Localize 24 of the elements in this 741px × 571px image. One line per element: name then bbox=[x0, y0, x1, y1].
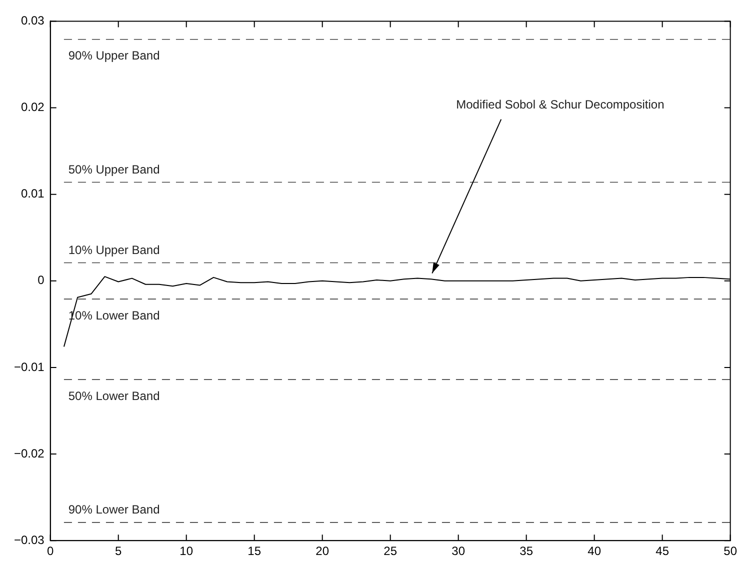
ref-line-label: 90% Lower Band bbox=[68, 502, 160, 517]
x-tick-label: 20 bbox=[316, 544, 330, 558]
y-tick-label: 0.02 bbox=[21, 100, 45, 114]
x-tick-label: 35 bbox=[520, 544, 534, 558]
y-tick-label: −0.03 bbox=[14, 532, 45, 547]
x-tick-label: 25 bbox=[384, 544, 398, 558]
y-tick-label: 0 bbox=[38, 273, 45, 288]
x-tick-label: 45 bbox=[656, 544, 670, 558]
y-tick-label: −0.01 bbox=[14, 360, 45, 374]
y-tick-label: −0.02 bbox=[14, 446, 45, 460]
x-tick-label: 50 bbox=[724, 544, 738, 558]
x-tick-label: 10 bbox=[180, 544, 194, 558]
x-tick-label: 15 bbox=[248, 544, 262, 558]
x-tick-label: 30 bbox=[452, 544, 466, 558]
y-tick-label: 0.03 bbox=[21, 14, 45, 28]
annotation: Modified Sobol & Schur Decomposition bbox=[456, 98, 664, 112]
x-tick-label: 40 bbox=[588, 544, 602, 558]
x-tick-label: 5 bbox=[115, 544, 122, 558]
ref-line-label: 90% Upper Band bbox=[68, 48, 160, 63]
ref-line-label: 50% Upper Band bbox=[68, 162, 160, 177]
ref-line-label: 50% Lower Band bbox=[68, 388, 160, 403]
y-tick-label: 0.01 bbox=[21, 186, 45, 201]
ref-line-label: 10% Upper Band bbox=[68, 243, 160, 258]
x-tick-label: 0 bbox=[47, 544, 54, 558]
